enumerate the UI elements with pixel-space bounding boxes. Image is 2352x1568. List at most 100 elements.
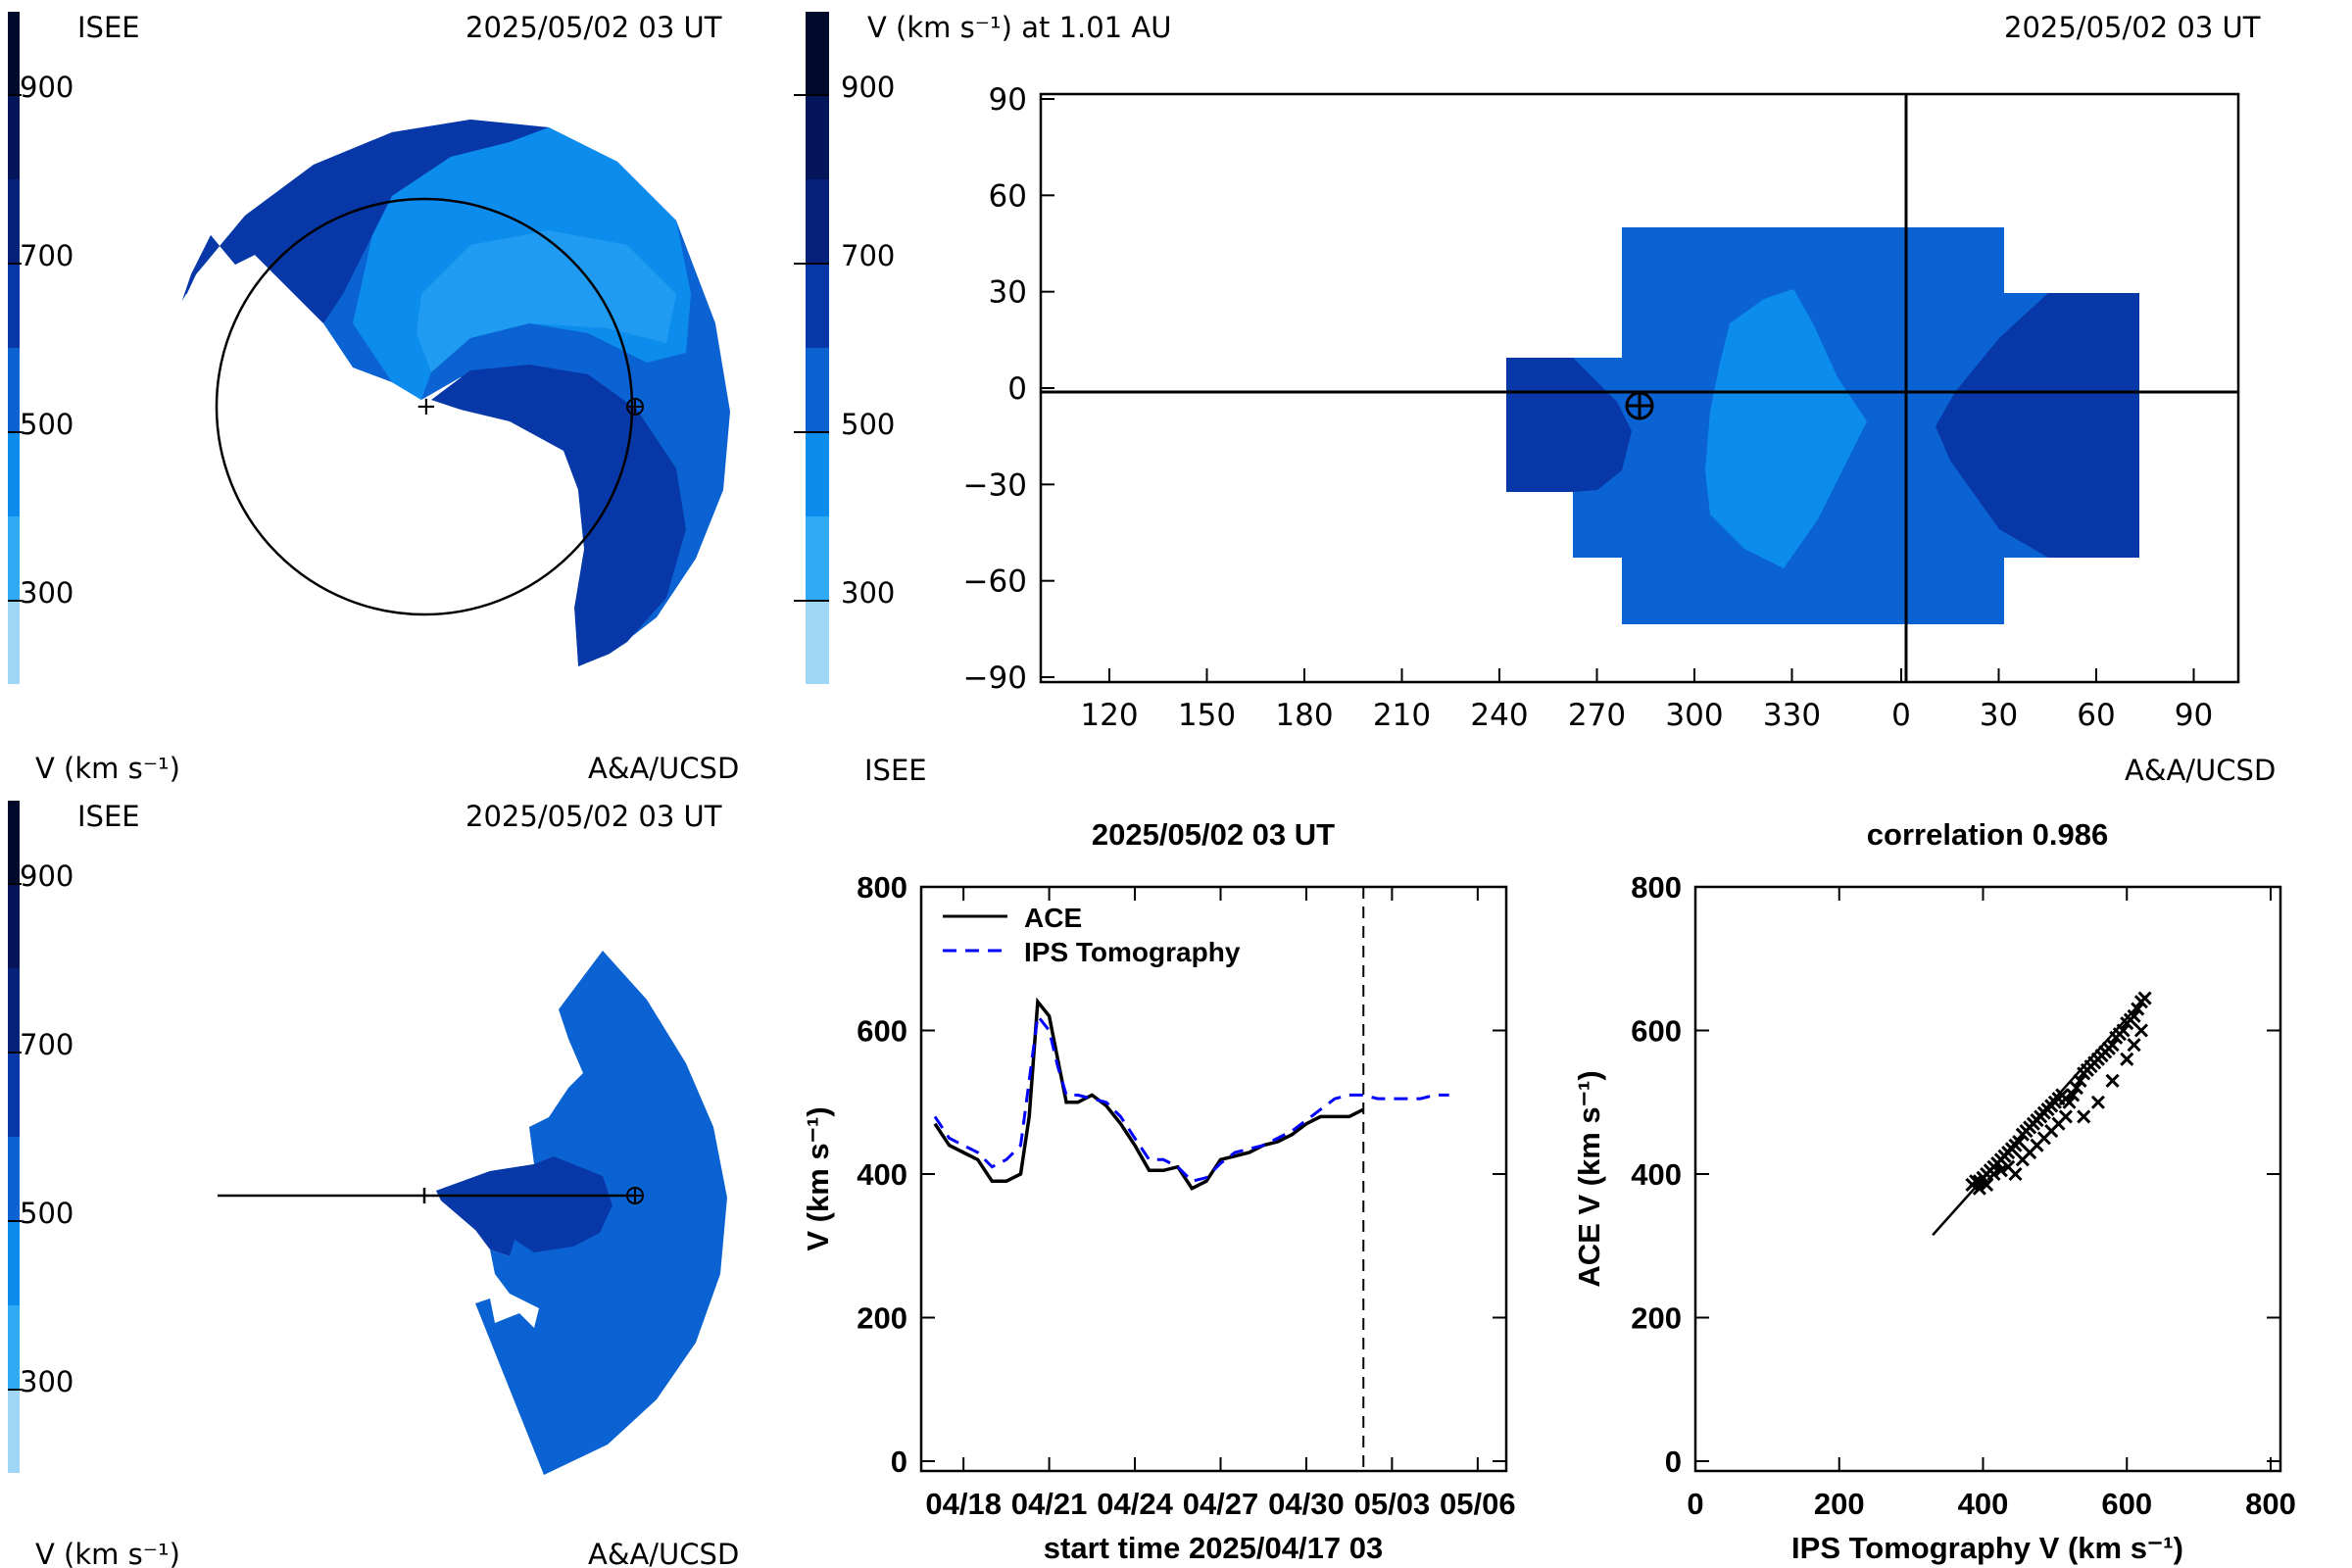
y-tick-label: 800 [857, 870, 907, 905]
region-fast-wind-lower [431, 365, 686, 666]
y-tick-label: 600 [1631, 1014, 1682, 1049]
colorbar-tick-label: 500 [20, 408, 74, 441]
colorbar-tr [794, 12, 829, 684]
scatter-point [2133, 1023, 2148, 1038]
colorbar-segment [8, 601, 20, 684]
colorbar-segment [806, 264, 829, 348]
colorbar-segment [8, 95, 20, 179]
org-label: ISEE [77, 11, 140, 44]
x-tick-label: 60 [2077, 698, 2115, 733]
x-tick-label: 0 [1891, 698, 1911, 733]
colorbar-tick-label: 300 [20, 576, 74, 610]
colorbar-tick-label: 700 [20, 1028, 74, 1061]
scatter-point-stroke [2001, 1159, 2016, 1174]
x-tick-label: 240 [1470, 698, 1528, 733]
colorbar-tick-label: 900 [20, 859, 74, 893]
colorbar-segment [8, 1305, 20, 1390]
x-tick-label: 04/18 [925, 1487, 1002, 1521]
scatter-point [2012, 1134, 2027, 1150]
x-axis: 0 200 400 600 800 [1687, 887, 2296, 1521]
scatter-point [2105, 1073, 2120, 1088]
chart-title: 2025/05/02 03 UT [1092, 817, 1335, 852]
scatter-point-stroke [2069, 1081, 2083, 1096]
scatter-point-stroke [2073, 1073, 2087, 1088]
scatter-point-stroke [2058, 1109, 2073, 1124]
scatter-point-stroke [2077, 1109, 2091, 1124]
sun-marker: + [416, 392, 437, 421]
colorbar-segment [806, 95, 829, 179]
scatter-point [1986, 1166, 2001, 1182]
scatter-point [2062, 1095, 2077, 1109]
plot-frame [919, 885, 1508, 1473]
region-fast-wind-upper [178, 120, 549, 323]
x-tick-label: 04/24 [1097, 1487, 1173, 1521]
scatter-point-stroke [2127, 1038, 2141, 1053]
colorbar-segment [8, 1390, 20, 1473]
scatter-point-stroke [2137, 991, 2152, 1005]
x-tick-label: 90 [2175, 698, 2213, 733]
scatter-point [2077, 1109, 2091, 1124]
scatter-point [2066, 1088, 2081, 1102]
x-tick-label: 04/30 [1268, 1487, 1345, 1521]
scatter-point-stroke [2012, 1134, 2027, 1150]
x-tick-label: 0 [1687, 1487, 1703, 1521]
series-line-ace [933, 997, 1365, 1191]
x-tick-label: 04/21 [1011, 1487, 1088, 1521]
colorbar-bl [8, 801, 22, 1473]
scatter-point-stroke [1986, 1166, 2001, 1182]
scatter-point-stroke [2120, 1052, 2134, 1066]
colorbar-segment [8, 516, 20, 601]
colorbar-segment [8, 801, 20, 884]
scatter-point [2116, 1023, 2131, 1038]
scatter-point [2058, 1109, 2073, 1124]
scatter-point-stroke [2133, 1023, 2148, 1038]
scatter-point-stroke [2105, 1073, 2120, 1088]
timestamp: 2025/05/02 03 UT [2004, 11, 2261, 44]
scatter-point [2008, 1166, 2023, 1182]
x-tick-label: 04/27 [1183, 1487, 1259, 1521]
x-axis-label: start time 2025/04/17 03 [1044, 1531, 1383, 1565]
scatter-point [1993, 1163, 2008, 1178]
scatter-point [2073, 1073, 2087, 1088]
panel-time-series: 2025/05/02 03 UT 0 200 400 600 800 04/18 04/2… [801, 817, 1516, 1565]
colorbar-segment [806, 432, 829, 516]
x-tick-label: 270 [1568, 698, 1626, 733]
scatter-point [2127, 1008, 2141, 1023]
credit-label: A&A/UCSD [588, 1538, 739, 1568]
synoptic-map [1506, 227, 2139, 624]
unit-label: V (km s⁻¹) [35, 1538, 180, 1568]
y-tick-label: 400 [1631, 1157, 1682, 1192]
timestamp: 2025/05/02 03 UT [466, 800, 722, 833]
x-tick-label: 120 [1080, 698, 1138, 733]
y-tick-label: 30 [989, 275, 1027, 311]
colorbar-tick-label: 500 [20, 1197, 74, 1230]
org-label: ISEE [77, 800, 140, 833]
y-tick-label: 90 [989, 82, 1027, 118]
credit-label: A&A/UCSD [2125, 754, 2276, 787]
y-axis: 90 60 30 0 −30 −60 −90 [963, 82, 1054, 696]
colorbar-tick-label: 300 [20, 1365, 74, 1398]
colorbar-segment [8, 968, 20, 1053]
panel-bottom-left: ISEE 2025/05/02 03 UT 900 700 500 300 V … [8, 800, 739, 1568]
scatter-point-stroke [2008, 1166, 2023, 1182]
colorbar-segment [806, 12, 829, 95]
scatter-point-stroke [2090, 1095, 2105, 1109]
region-slow-wind-core [1705, 289, 1867, 568]
y-tick-label: 0 [1007, 371, 1027, 407]
scatter-point-stroke [1993, 1163, 2008, 1178]
colorbar-segment [8, 1053, 20, 1137]
colorbar-segment [8, 348, 20, 432]
colorbar-segment [806, 601, 829, 684]
scatter-point [2069, 1081, 2083, 1096]
panel-top-right: V (km s⁻¹) at 1.01 AU 2025/05/02 03 UT 9… [794, 11, 2276, 787]
x-tick-label: 150 [1178, 698, 1236, 733]
y-axis: 0 200 400 600 800 [1631, 870, 2280, 1479]
y-axis-label: V (km s⁻¹) [801, 1106, 835, 1250]
scatter-point-stroke [2066, 1088, 2081, 1102]
x-tick-label: 210 [1373, 698, 1431, 733]
x-tick-label: 800 [2245, 1487, 2296, 1521]
legend-label-ips: IPS Tomography [1024, 937, 1241, 967]
y-tick-label: 600 [857, 1014, 907, 1049]
y-tick-label: 400 [857, 1157, 907, 1192]
